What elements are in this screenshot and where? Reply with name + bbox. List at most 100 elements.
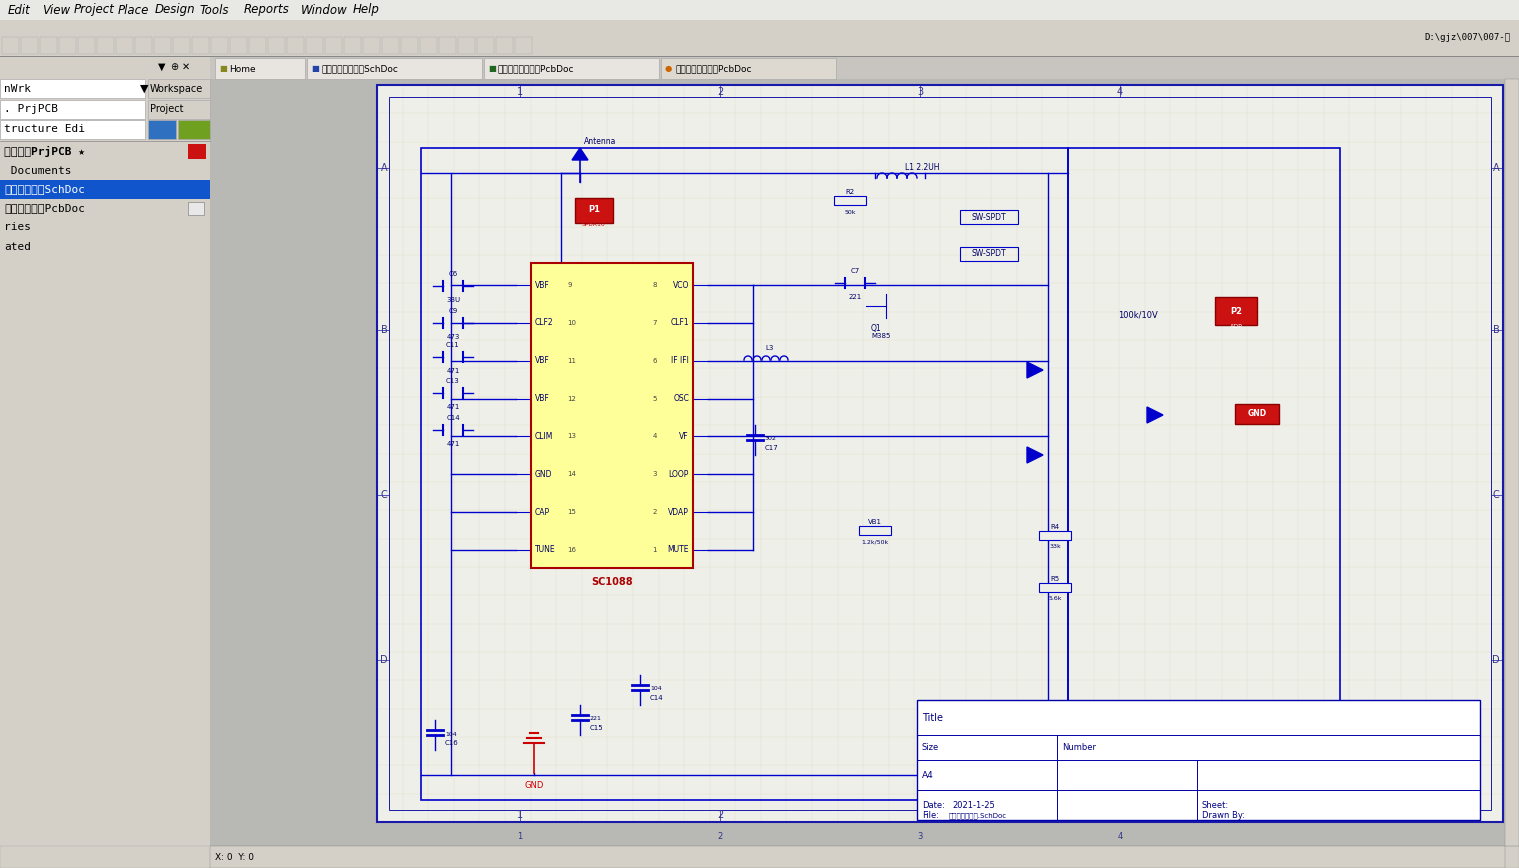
Text: VF: VF (679, 432, 690, 441)
Polygon shape (1147, 407, 1164, 423)
Bar (0, 120, 144, 139)
Text: L3: L3 (766, 345, 775, 351)
Text: SC1088: SC1088 (591, 577, 633, 587)
Text: A4: A4 (922, 771, 934, 779)
Bar (401, 37, 418, 54)
Text: 104: 104 (650, 687, 662, 692)
Bar (153, 37, 172, 54)
Text: ⊕: ⊕ (170, 62, 178, 72)
Polygon shape (1027, 447, 1044, 463)
Bar (960, 210, 1018, 224)
Text: VCO: VCO (673, 280, 690, 290)
Bar (1215, 297, 1258, 325)
Text: C: C (381, 490, 387, 500)
Text: B: B (1493, 325, 1499, 335)
Text: Reports: Reports (245, 3, 290, 16)
Text: Help: Help (352, 3, 380, 16)
Bar (216, 58, 305, 79)
Text: 1: 1 (518, 832, 523, 841)
Bar (1039, 583, 1071, 592)
Text: 1.2k/50k: 1.2k/50k (861, 540, 889, 544)
Text: 33k: 33k (1050, 544, 1060, 549)
Bar (307, 58, 482, 79)
Text: Place: Place (118, 3, 149, 16)
Text: 104: 104 (445, 732, 457, 737)
Text: X: 0  Y: 0: X: 0 Y: 0 (216, 852, 254, 862)
Text: 2: 2 (717, 832, 723, 841)
Bar (0, 846, 1519, 868)
Text: C15: C15 (589, 725, 603, 731)
Bar (917, 700, 1480, 820)
Text: ated: ated (5, 241, 30, 252)
Bar (21, 37, 38, 54)
Bar (115, 37, 134, 54)
Text: 16: 16 (567, 547, 576, 553)
Text: D:\gjz\007\007-原: D:\gjz\007\007-原 (1423, 34, 1510, 43)
Bar (439, 37, 456, 54)
Bar (661, 58, 835, 79)
Bar (97, 37, 114, 54)
Text: C14: C14 (650, 695, 664, 701)
Bar (377, 85, 1502, 822)
Text: SPBR10: SPBR10 (582, 222, 606, 227)
Text: ■: ■ (311, 64, 319, 74)
Text: 3: 3 (917, 832, 922, 841)
Text: 3: 3 (653, 471, 658, 477)
Text: VBF: VBF (535, 280, 550, 290)
Text: 1: 1 (653, 547, 658, 553)
Bar (0, 20, 1519, 56)
Bar (497, 37, 513, 54)
Text: C14: C14 (447, 415, 460, 421)
Text: C11: C11 (447, 342, 460, 348)
Text: 调频收音机设计．PcbDoc: 调频收音机设计．PcbDoc (674, 64, 752, 74)
Text: nWrk: nWrk (5, 83, 30, 94)
Bar (305, 37, 324, 54)
Text: CLF1: CLF1 (670, 319, 690, 327)
Bar (834, 196, 866, 205)
Text: 调频收音机设计.SchDoc: 调频收音机设计.SchDoc (949, 812, 1007, 819)
Bar (210, 57, 1519, 79)
Text: ADP: ADP (1229, 324, 1243, 328)
Text: Home: Home (229, 64, 255, 74)
Bar (77, 37, 96, 54)
Text: C9: C9 (448, 308, 457, 314)
Bar (0, 57, 1519, 79)
Text: 471: 471 (447, 368, 460, 374)
Bar (1235, 404, 1279, 424)
Text: C16: C16 (445, 740, 459, 746)
Text: R5: R5 (1051, 576, 1060, 582)
Text: C6: C6 (448, 271, 457, 277)
Text: C17: C17 (766, 445, 779, 451)
Text: Q1: Q1 (870, 324, 881, 332)
Bar (960, 247, 1018, 261)
Text: 471: 471 (447, 404, 460, 410)
Bar (363, 37, 380, 54)
Text: D: D (380, 655, 387, 665)
Text: GND: GND (524, 780, 544, 790)
Text: ▼: ▼ (140, 83, 149, 94)
Text: CLF2: CLF2 (535, 319, 553, 327)
Text: 12: 12 (567, 396, 576, 402)
Bar (229, 37, 248, 54)
Bar (210, 846, 1505, 868)
Bar (325, 37, 342, 54)
Text: Workspace: Workspace (150, 83, 204, 94)
Text: 2: 2 (717, 87, 723, 97)
Bar (419, 37, 437, 54)
Text: 13: 13 (567, 433, 576, 439)
Bar (249, 37, 266, 54)
Text: B: B (381, 325, 387, 335)
Text: 10: 10 (567, 319, 576, 326)
Bar (477, 37, 494, 54)
Text: CLIM: CLIM (535, 432, 553, 441)
Text: Date:: Date: (922, 800, 945, 810)
Bar (0, 56, 210, 868)
Bar (210, 79, 1519, 868)
Text: VB1: VB1 (867, 519, 883, 525)
Text: 11: 11 (567, 358, 576, 364)
Text: 6: 6 (653, 358, 658, 364)
Text: 4: 4 (1116, 87, 1123, 97)
Bar (515, 37, 532, 54)
Text: 调频收音机设计．PcbDoc: 调频收音机设计．PcbDoc (498, 64, 574, 74)
Text: Design: Design (155, 3, 196, 16)
